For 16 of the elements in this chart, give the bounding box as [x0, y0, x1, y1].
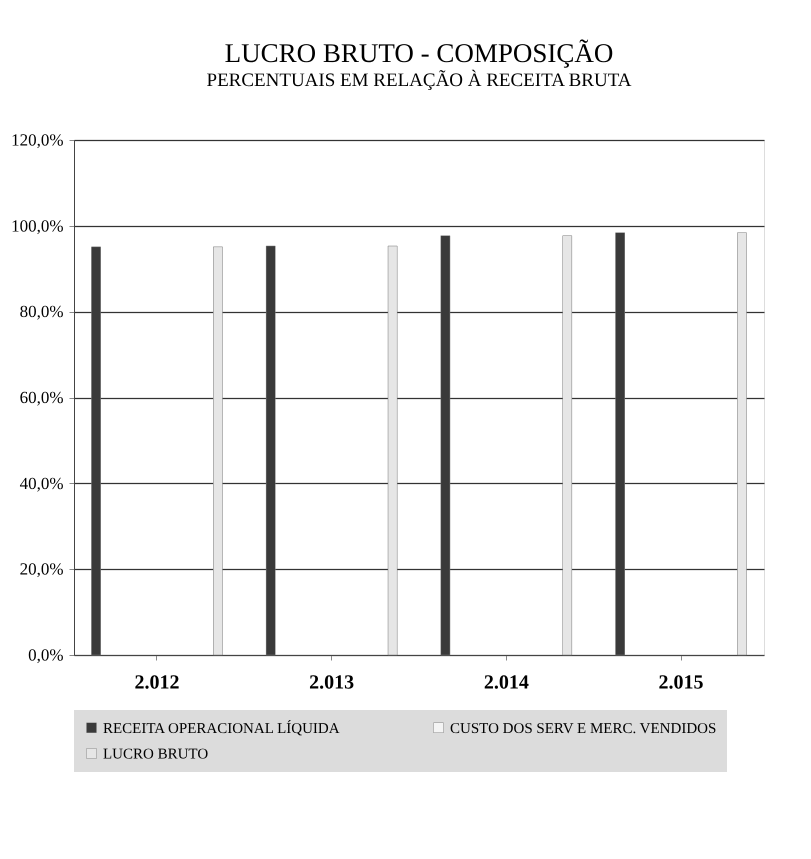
chart-subtitle: PERCENTUAIS EM RELAÇÃO À RECEITA BRUTA [206, 69, 632, 91]
y-tick-label: 0,0% [28, 646, 64, 664]
x-tick-label: 2.012 [134, 672, 180, 694]
y-tick-label: 120,0% [11, 130, 64, 150]
legend-label: RECEITA OPERACIONAL LÍQUIDA [103, 720, 340, 737]
y-tick-label: 60,0% [20, 388, 64, 407]
y-tick-label: 20,0% [20, 560, 64, 579]
y-tick-label: 40,0% [20, 474, 64, 493]
chart-title: LUCRO BRUTO - COMPOSIÇÃO [224, 38, 614, 68]
y-tick-label: 80,0% [20, 302, 64, 322]
y-tick-label: 100,0% [11, 216, 64, 236]
legend-label: LUCRO BRUTO [103, 746, 208, 762]
x-tick-label: 2.014 [484, 672, 529, 694]
x-tick-label: 2.013 [309, 672, 354, 694]
legend-label: CUSTO DOS SERV E MERC. VENDIDOS [450, 720, 716, 737]
x-tick-label: 2.015 [658, 672, 704, 694]
